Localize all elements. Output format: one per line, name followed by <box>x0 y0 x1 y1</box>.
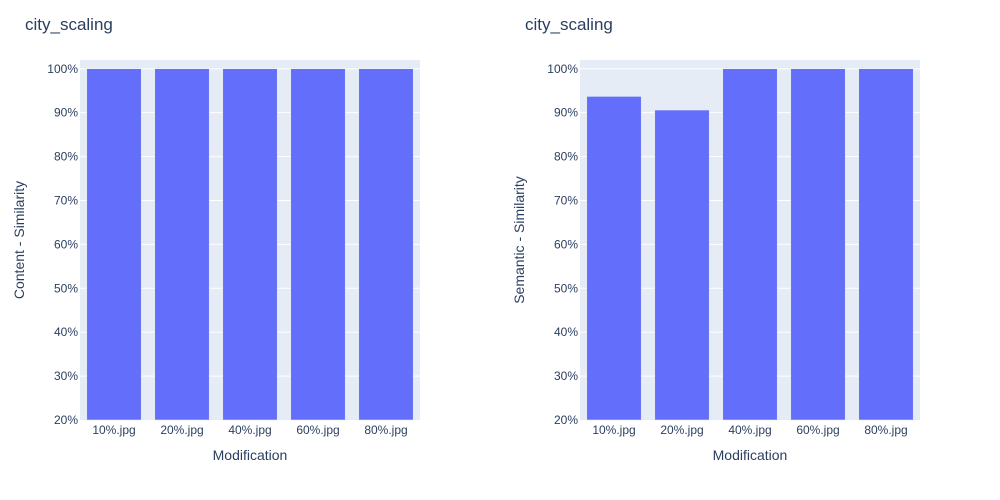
bar-80jpg[interactable] <box>358 68 414 421</box>
bars <box>86 68 414 421</box>
chart-semantic-similarity: 20% 30% 40% 50% 60% 70% 80% 90% 100% 10%.jpg 20%.… <box>511 15 920 463</box>
bar-10jpg[interactable] <box>586 96 642 421</box>
bar-60jpg[interactable] <box>290 68 346 421</box>
y-tick-label: 50% <box>54 281 78 295</box>
x-tick-label: 40%.jpg <box>228 423 271 437</box>
chart-content-similarity: 20% 30% 40% 50% 60% 70% 80% 90% 100% 10%.jpg 20%.… <box>11 15 420 463</box>
y-tick-label: 100% <box>47 62 78 76</box>
y-tick-label: 20% <box>554 413 578 427</box>
y-tick-label: 30% <box>54 369 78 383</box>
y-tick-label: 90% <box>554 106 578 120</box>
bar-60jpg[interactable] <box>790 68 846 421</box>
y-tick-label: 50% <box>554 281 578 295</box>
bar-20jpg[interactable] <box>654 109 710 421</box>
y-tick-labels: 20% 30% 40% 50% 60% 70% 80% 90% 100% <box>547 62 578 427</box>
x-axis-title: Modification <box>713 447 788 463</box>
x-tick-label: 20%.jpg <box>160 423 203 437</box>
y-tick-label: 100% <box>547 62 578 76</box>
x-axis-title: Modification <box>213 447 288 463</box>
x-tick-label: 60%.jpg <box>796 423 839 437</box>
y-tick-label: 20% <box>54 413 78 427</box>
y-tick-label: 80% <box>554 150 578 164</box>
bar-80jpg[interactable] <box>858 68 914 421</box>
y-axis-title: Semantic - Similarity <box>511 176 527 304</box>
bar-10jpg[interactable] <box>86 68 142 421</box>
y-tick-label: 80% <box>54 150 78 164</box>
y-tick-label: 40% <box>554 325 578 339</box>
bars <box>586 68 914 421</box>
y-tick-label: 60% <box>554 237 578 251</box>
chart-title: city_scaling <box>525 15 613 34</box>
bar-40jpg[interactable] <box>222 68 278 421</box>
y-tick-labels: 20% 30% 40% 50% 60% 70% 80% 90% 100% <box>47 62 78 427</box>
y-tick-label: 60% <box>54 237 78 251</box>
x-tick-label: 40%.jpg <box>728 423 771 437</box>
bar-40jpg[interactable] <box>722 68 778 421</box>
y-tick-label: 30% <box>554 369 578 383</box>
chart-title: city_scaling <box>25 15 113 34</box>
y-tick-label: 40% <box>54 325 78 339</box>
y-axis-title: Content - Similarity <box>11 181 27 299</box>
y-tick-label: 70% <box>554 193 578 207</box>
x-tick-label: 60%.jpg <box>296 423 339 437</box>
x-tick-label: 80%.jpg <box>864 423 907 437</box>
x-tick-labels: 10%.jpg 20%.jpg 40%.jpg 60%.jpg 80%.jpg <box>592 423 907 437</box>
x-tick-label: 20%.jpg <box>660 423 703 437</box>
x-tick-label: 10%.jpg <box>592 423 635 437</box>
y-tick-label: 70% <box>54 193 78 207</box>
y-tick-label: 90% <box>54 106 78 120</box>
bar-20jpg[interactable] <box>154 68 210 421</box>
x-tick-label: 10%.jpg <box>92 423 135 437</box>
x-tick-labels: 10%.jpg 20%.jpg 40%.jpg 60%.jpg 80%.jpg <box>92 423 407 437</box>
x-tick-label: 80%.jpg <box>364 423 407 437</box>
